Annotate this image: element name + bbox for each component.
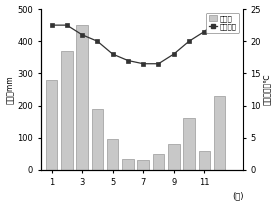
Bar bbox=[198, 151, 210, 170]
Y-axis label: 月平均気温℃: 月平均気温℃ bbox=[264, 74, 272, 105]
Legend: 降雨量, 平均気温: 降雨量, 平均気温 bbox=[206, 13, 239, 33]
Bar bbox=[122, 159, 134, 170]
Bar bbox=[92, 109, 103, 170]
Bar bbox=[168, 144, 180, 170]
Bar bbox=[153, 154, 164, 170]
Bar bbox=[138, 160, 149, 170]
Bar bbox=[46, 80, 57, 170]
Bar bbox=[76, 25, 88, 170]
Bar bbox=[183, 118, 195, 170]
Text: (月): (月) bbox=[232, 192, 243, 201]
Bar bbox=[107, 139, 118, 170]
Y-axis label: 降水量mm: 降水量mm bbox=[6, 75, 14, 104]
Bar bbox=[61, 51, 73, 170]
Bar bbox=[214, 96, 225, 170]
